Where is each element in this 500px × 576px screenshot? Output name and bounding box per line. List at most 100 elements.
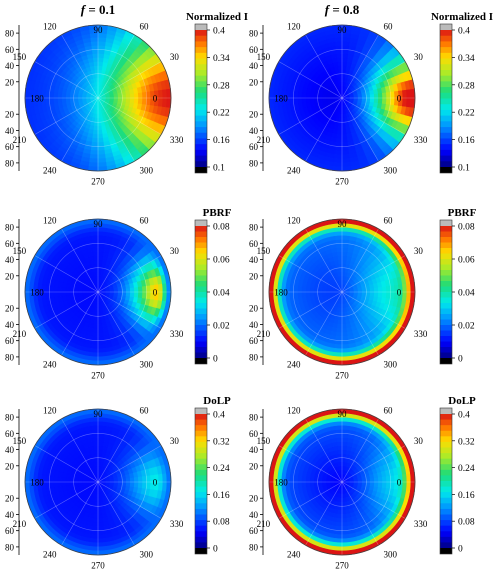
colorbar-segment	[195, 248, 207, 254]
zenith-tick-label: 60	[5, 239, 15, 249]
heatmap-cell	[97, 424, 106, 431]
heatmap-cell	[81, 289, 87, 293]
heatmap-cell	[97, 521, 105, 527]
zenith-tick-label: 40	[5, 255, 15, 265]
zenith-tick-label: 40	[5, 126, 15, 136]
colorbar-tick-label: 0.04	[213, 289, 230, 299]
heatmap-cell	[89, 537, 99, 544]
colorbar-tick-label: 0.22	[213, 109, 230, 119]
heatmap-cell	[109, 291, 115, 295]
heatmap-cell	[94, 311, 99, 317]
heatmap-cell	[97, 267, 102, 273]
zenith-tick-label: 40	[249, 320, 259, 330]
colorbar-tick-label: 0.34	[213, 54, 230, 64]
zenith-tick-label: 60	[5, 429, 15, 439]
azimuth-label: 210	[13, 519, 27, 529]
heatmap-cell	[97, 259, 103, 265]
heatmap-cell	[341, 343, 350, 350]
heatmap-cell	[336, 57, 343, 63]
colorbar-segment	[440, 259, 452, 265]
azimuth-label: 30	[414, 246, 424, 256]
zenith-tick-label: 40	[5, 510, 15, 520]
heatmap-cell	[53, 91, 59, 99]
zenith-tick-label: 20	[249, 304, 259, 314]
heatmap-cell	[97, 457, 102, 463]
heatmap-cell	[90, 149, 99, 156]
heatmap-cell	[141, 481, 147, 489]
heatmap-cell	[97, 40, 106, 47]
heatmap-cell	[141, 97, 147, 105]
heatmap-cell	[97, 533, 106, 540]
colorbar-tick-label: 0.28	[458, 81, 475, 91]
colorbar-segment	[195, 336, 207, 342]
heatmap-cell	[90, 40, 99, 47]
colorbar-tick-label: 0.24	[213, 464, 230, 474]
heatmap-cell	[109, 97, 115, 101]
colorbar-segment	[440, 47, 452, 54]
heatmap-cell	[335, 331, 343, 337]
heatmap-cell	[317, 288, 323, 293]
heatmap-cell	[91, 335, 99, 341]
heatmap-cell	[97, 433, 105, 439]
colorbar-segment	[195, 281, 207, 287]
heatmap-cell	[92, 129, 99, 135]
heatmap-cell	[93, 315, 99, 321]
heatmap-cell	[91, 243, 99, 249]
colorbar-segment	[195, 149, 207, 156]
grid-spoke	[97, 97, 135, 162]
zenith-tick-label: 80	[5, 413, 15, 423]
heatmap-cell	[338, 117, 343, 123]
heatmap-cell	[97, 461, 101, 467]
azimuth-label: 150	[257, 52, 271, 62]
heatmap-cell	[97, 243, 105, 249]
heatmap-cell	[97, 335, 105, 341]
azimuth-label: 180	[30, 94, 44, 104]
heatmap-cell	[335, 137, 343, 143]
colorbar-underflow	[195, 167, 207, 173]
panel-title: PBRF	[448, 207, 477, 219]
heatmap-cell	[341, 335, 349, 341]
zenith-tick-label: 80	[249, 352, 259, 362]
colorbar-segment	[195, 486, 207, 493]
heatmap-cell	[93, 505, 99, 511]
azimuth-label: 180	[274, 94, 288, 104]
heatmap-cell	[49, 475, 55, 483]
colorbar: 0.40.340.280.220.160.1	[439, 23, 475, 174]
heatmap-cell	[336, 133, 343, 139]
azimuth-label: 210	[257, 135, 271, 145]
colorbar-segment	[195, 481, 207, 487]
zenith-tick-label: 80	[5, 352, 15, 362]
heatmap-cell	[341, 347, 351, 354]
colorbar-tick-label: 0	[213, 355, 218, 365]
heatmap-cell	[137, 97, 143, 105]
heatmap-cell	[297, 97, 303, 105]
heatmap-cell	[341, 77, 345, 83]
colorbar-segment	[440, 226, 452, 232]
polar-grid	[25, 25, 171, 171]
zenith-tick-label: 80	[5, 29, 15, 39]
heatmap-cell	[301, 97, 307, 104]
azimuth-label: 0	[153, 478, 158, 488]
heatmap-cell	[341, 73, 346, 79]
azimuth-label: 120	[287, 22, 301, 32]
colorbar-underflow	[195, 358, 207, 364]
colorbar-segment	[195, 447, 207, 454]
heatmap-cell	[93, 121, 99, 127]
heatmap-cell	[334, 343, 343, 350]
colorbar-segment	[195, 520, 207, 527]
heatmap-cell	[121, 291, 127, 297]
colorbar-segment	[195, 525, 207, 532]
heatmap-cell	[341, 81, 345, 87]
heatmap-cell	[97, 65, 103, 71]
colorbar-segment	[440, 292, 452, 298]
azimuth-label: 180	[30, 288, 44, 298]
colorbar-segment	[195, 453, 207, 460]
heatmap-cell	[65, 287, 71, 293]
heatmap-cell	[92, 517, 99, 523]
azimuth-label: 300	[140, 549, 154, 559]
heatmap-cell	[133, 286, 139, 293]
heatmap-cell	[97, 420, 107, 427]
heatmap-cell	[97, 53, 105, 59]
colorbar-tick-label: 0.16	[213, 136, 230, 146]
